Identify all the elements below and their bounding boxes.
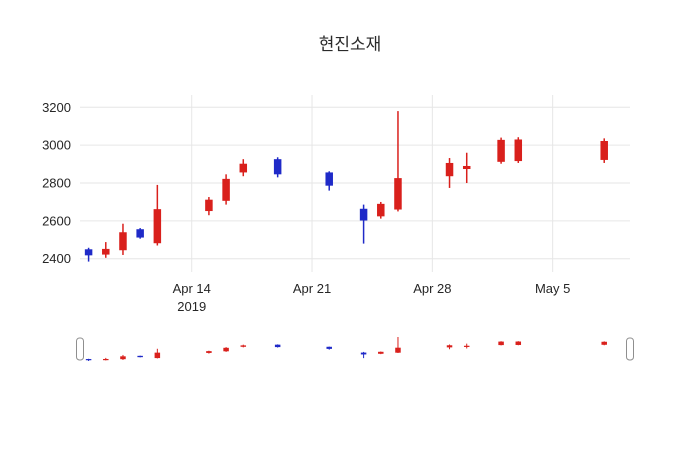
- x-tick-label: May 5: [535, 281, 570, 296]
- y-tick-label: 3000: [42, 138, 71, 153]
- candle-body: [239, 163, 248, 173]
- candlestick[interactable]: [445, 158, 454, 188]
- x-tick-label: Apr 28: [413, 281, 451, 296]
- candlestick[interactable]: [497, 137, 505, 164]
- mini-candle-body: [206, 351, 212, 353]
- candlestick[interactable]: [84, 247, 93, 262]
- candlestick[interactable]: [462, 152, 471, 184]
- mini-candle-body: [446, 345, 453, 348]
- mini-candle-body: [601, 341, 607, 345]
- mini-candle-body: [137, 355, 143, 358]
- mini-candle-body: [240, 345, 247, 347]
- mini-candle-body: [120, 356, 126, 360]
- mini-candle-body: [103, 358, 109, 361]
- plot-area[interactable]: [80, 95, 630, 272]
- mini-candle-body: [223, 347, 229, 352]
- candlestick[interactable]: [377, 201, 385, 219]
- candle-body: [514, 139, 523, 162]
- x-tick-year-label: 2019: [177, 299, 206, 314]
- candlestick[interactable]: [222, 174, 230, 205]
- x-tick-label: Apr 14: [173, 281, 211, 296]
- candle-body: [359, 208, 368, 221]
- candle-body: [273, 159, 282, 175]
- rangeslider-candle: [85, 358, 92, 361]
- rangeslider-candle: [120, 354, 126, 360]
- y-tick-label: 3200: [42, 100, 71, 115]
- rangeslider-candle: [601, 341, 607, 346]
- y-tick-label: 2400: [42, 251, 71, 266]
- candle-body: [325, 172, 333, 186]
- rangeslider-candle: [223, 347, 229, 352]
- rangeslider-candle: [274, 344, 281, 348]
- mini-candle-body: [274, 344, 281, 348]
- candle-body: [102, 248, 110, 255]
- candle-body: [394, 178, 402, 210]
- candle-body: [377, 203, 385, 217]
- candlestick[interactable]: [205, 197, 213, 216]
- rangeslider-handle-right[interactable]: [626, 337, 634, 361]
- candle-body: [462, 165, 471, 170]
- rangeslider-candle: [240, 344, 247, 348]
- rangeslider-candle: [498, 341, 504, 346]
- candlestick[interactable]: [600, 138, 608, 163]
- mini-candle-body: [498, 341, 504, 346]
- candlestick[interactable]: [273, 157, 282, 178]
- candle-body: [497, 139, 505, 162]
- rangeslider-candle: [515, 341, 522, 346]
- candlestick[interactable]: [119, 223, 127, 255]
- rangeslider-handle-left[interactable]: [76, 337, 84, 361]
- rangeslider-track[interactable]: [80, 334, 630, 364]
- candle-body: [205, 199, 213, 212]
- candlestick[interactable]: [153, 184, 162, 246]
- y-tick-label: 2800: [42, 176, 71, 191]
- candle-body: [445, 162, 454, 177]
- mini-candle-body: [360, 352, 367, 355]
- rangeslider-candle: [206, 350, 212, 354]
- candle-body: [222, 178, 230, 201]
- rangeslider-candle: [326, 346, 332, 350]
- mini-candle-body: [378, 351, 384, 354]
- candlestick[interactable]: [394, 111, 402, 212]
- mini-candle-body: [395, 347, 401, 353]
- candle-body: [153, 209, 162, 244]
- x-tick-label: Apr 21: [293, 281, 331, 296]
- y-tick-label: 2600: [42, 213, 71, 228]
- chart-title: 현진소재: [318, 35, 382, 54]
- candlestick[interactable]: [239, 159, 248, 177]
- rangeslider-candle: [137, 355, 143, 358]
- rangeslider-candle: [446, 344, 453, 350]
- candlestick[interactable]: [136, 228, 144, 239]
- candle-body: [600, 141, 608, 160]
- rangeslider-candle: [378, 351, 384, 355]
- candle-body: [136, 229, 144, 238]
- mini-candle-body: [85, 359, 92, 361]
- candlestick[interactable]: [359, 204, 368, 244]
- rangeslider-candle: [463, 343, 470, 349]
- rangeslider-candle: [360, 351, 367, 359]
- mini-candle-body: [463, 345, 470, 347]
- candlestick[interactable]: [514, 137, 523, 163]
- rangeslider-candle: [103, 357, 109, 361]
- rangeslider-candle: [395, 337, 401, 353]
- candle-body: [119, 232, 127, 251]
- candle-body: [84, 249, 93, 256]
- candlestick[interactable]: [102, 242, 110, 258]
- mini-candle-body: [154, 352, 161, 359]
- mini-candle-body: [326, 346, 332, 349]
- mini-candle-body: [515, 341, 522, 345]
- candlestick[interactable]: [325, 171, 333, 191]
- rangeslider-candle: [154, 348, 161, 359]
